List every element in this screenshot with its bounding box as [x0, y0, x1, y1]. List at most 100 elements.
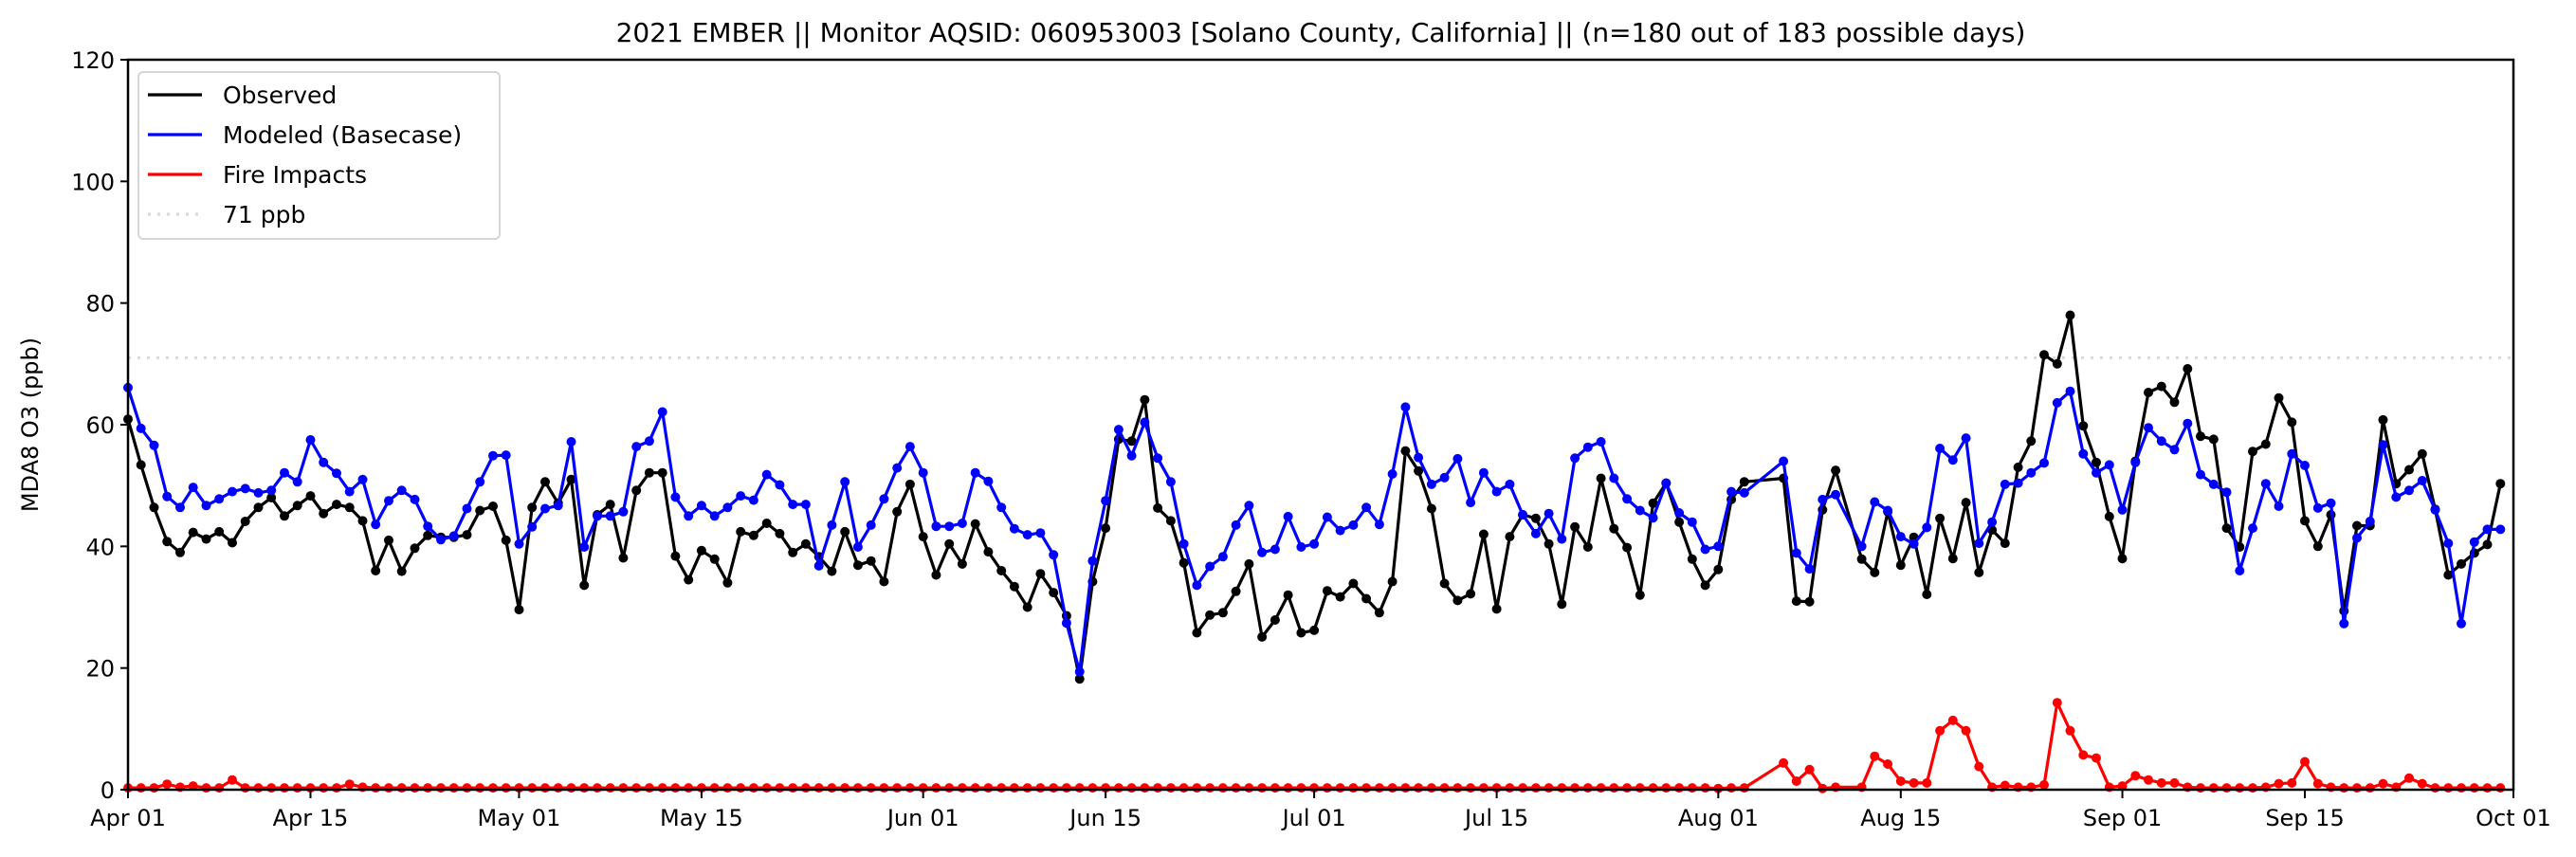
y-tick-label: 20	[85, 656, 115, 683]
data-point-modeled-basecase	[514, 538, 524, 549]
data-point-modeled-basecase	[2482, 524, 2493, 535]
data-point-fire-impacts	[1544, 783, 1554, 793]
data-point-fire-impacts	[2287, 777, 2297, 788]
data-point-modeled-basecase	[892, 463, 903, 473]
data-point-fire-impacts	[1257, 783, 1268, 793]
data-point-fire-impacts	[280, 783, 289, 793]
data-point-fire-impacts	[944, 783, 955, 793]
data-point-fire-impacts	[188, 781, 198, 792]
data-point-fire-impacts	[1231, 783, 1241, 793]
data-point-modeled-basecase	[1452, 453, 1463, 464]
data-point-fire-impacts	[436, 783, 446, 793]
data-point-fire-impacts	[579, 783, 590, 793]
data-point-modeled-basecase	[384, 496, 393, 506]
legend-item-71-ppb: 71 ppb	[148, 201, 305, 228]
data-point-fire-impacts	[1518, 783, 1528, 793]
data-point-modeled-basecase	[2039, 458, 2049, 468]
data-point-observed	[566, 474, 576, 484]
data-point-fire-impacts	[800, 783, 811, 793]
data-point-modeled-basecase	[2391, 492, 2402, 502]
x-tick-label: Apr 01	[90, 805, 166, 831]
data-point-modeled-basecase	[566, 437, 576, 447]
data-point-fire-impacts	[2443, 783, 2454, 793]
data-point-observed	[136, 460, 146, 470]
data-point-observed	[1101, 523, 1111, 534]
data-point-fire-impacts	[1961, 725, 1971, 736]
data-point-fire-impacts	[1818, 783, 1828, 793]
data-point-fire-impacts	[266, 783, 277, 793]
data-point-modeled-basecase	[788, 500, 798, 510]
data-point-fire-impacts	[1153, 783, 1163, 793]
data-point-observed	[1922, 590, 1932, 599]
data-point-fire-impacts	[2404, 773, 2414, 783]
data-point-observed	[852, 560, 863, 571]
data-point-observed	[2183, 364, 2193, 374]
data-point-observed	[188, 527, 198, 538]
data-point-fire-impacts	[1178, 783, 1189, 793]
data-point-modeled-basecase	[396, 485, 407, 496]
data-point-modeled-basecase	[332, 468, 341, 479]
data-point-modeled-basecase	[879, 494, 889, 504]
series-line-modeled-basecase	[126, 387, 2501, 674]
data-point-modeled-basecase	[1126, 450, 1137, 461]
data-point-observed	[2482, 539, 2493, 550]
data-point-observed	[2092, 457, 2101, 467]
data-point-observed	[1947, 554, 1958, 564]
data-point-observed	[410, 543, 420, 554]
data-point-fire-impacts	[2457, 783, 2466, 793]
data-point-observed	[1217, 608, 1228, 618]
data-point-fire-impacts	[1049, 783, 1059, 793]
data-point-modeled-basecase	[501, 450, 511, 461]
data-point-modeled-basecase	[1231, 520, 1241, 530]
data-point-modeled-basecase	[631, 442, 642, 452]
data-point-modeled-basecase	[904, 442, 915, 452]
data-point-observed	[1231, 586, 1241, 596]
data-point-modeled-basecase	[1791, 548, 1801, 558]
data-point-fire-impacts	[2208, 783, 2219, 793]
data-point-observed	[240, 517, 250, 526]
data-point-modeled-basecase	[670, 492, 681, 502]
data-point-modeled-basecase	[1570, 453, 1580, 464]
data-point-modeled-basecase	[2312, 502, 2323, 513]
data-point-fire-impacts	[1700, 783, 1710, 793]
x-tick-label: Oct 01	[2476, 805, 2551, 831]
data-point-fire-impacts	[593, 783, 602, 793]
data-point-modeled-basecase	[2326, 498, 2336, 508]
data-point-observed	[357, 516, 368, 526]
data-point-modeled-basecase	[1205, 561, 1215, 572]
data-point-observed	[2208, 434, 2219, 445]
data-point-fire-impacts	[501, 783, 511, 793]
data-point-fire-impacts	[1478, 783, 1489, 793]
y-tick-label: 40	[85, 534, 115, 560]
data-point-modeled-basecase	[866, 520, 876, 530]
data-point-modeled-basecase	[748, 495, 758, 505]
data-point-modeled-basecase	[2013, 478, 2023, 488]
data-point-observed	[149, 502, 159, 513]
data-point-observed	[1544, 538, 1554, 549]
data-point-modeled-basecase	[423, 521, 433, 532]
x-tick-label: Aug 15	[1860, 805, 1941, 831]
data-point-observed	[2169, 397, 2180, 408]
data-point-observed	[1570, 521, 1580, 532]
data-point-fire-impacts	[1322, 783, 1332, 793]
data-point-observed	[904, 479, 915, 489]
data-point-fire-impacts	[553, 783, 563, 793]
data-point-observed	[605, 500, 615, 510]
data-point-fire-impacts	[1335, 783, 1345, 793]
data-point-observed	[1153, 502, 1163, 513]
data-point-modeled-basecase	[1348, 520, 1359, 530]
data-point-observed	[1035, 569, 1046, 579]
data-point-modeled-basecase	[2104, 460, 2114, 470]
data-point-modeled-basecase	[709, 511, 720, 521]
data-point-observed	[1374, 608, 1384, 618]
data-point-fire-impacts	[1870, 751, 1880, 761]
data-point-observed	[800, 538, 811, 549]
data-point-modeled-basecase	[1296, 542, 1306, 552]
data-point-fire-impacts	[2312, 778, 2323, 789]
data-point-fire-impacts	[1609, 783, 1619, 793]
data-point-modeled-basecase	[175, 502, 185, 513]
data-point-observed	[1165, 516, 1176, 526]
data-point-fire-impacts	[788, 783, 798, 793]
data-point-observed	[1582, 542, 1593, 552]
data-point-modeled-basecase	[436, 535, 446, 545]
